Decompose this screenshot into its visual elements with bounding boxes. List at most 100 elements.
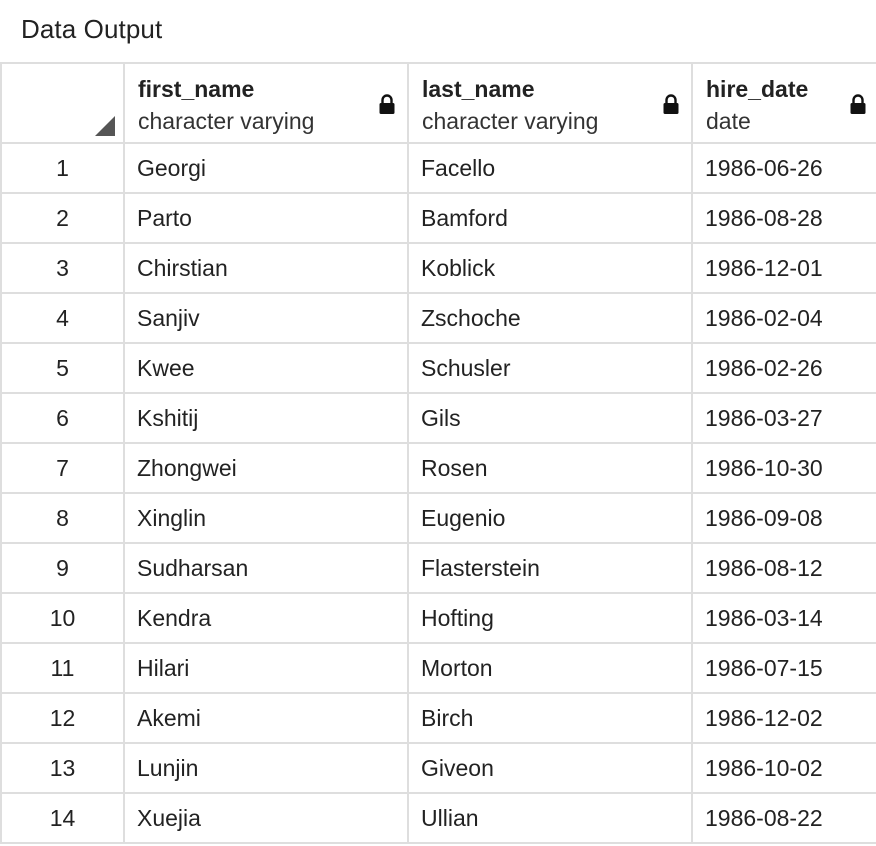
cell-last-name[interactable]: Koblick: [407, 242, 693, 294]
cell-first-name[interactable]: Kshitij: [123, 392, 409, 444]
cell-first-name[interactable]: Sudharsan: [123, 542, 409, 594]
table-row[interactable]: 9 Sudharsan Flasterstein 1986-08-12: [0, 542, 876, 594]
row-number[interactable]: 10: [0, 592, 125, 644]
table-row[interactable]: 6 Kshitij Gils 1986-03-27: [0, 392, 876, 444]
cell-value: 1986-10-02: [705, 754, 823, 781]
cell-value: 1986-07-15: [705, 654, 823, 681]
table-row[interactable]: 12 Akemi Birch 1986-12-02: [0, 692, 876, 744]
cell-last-name[interactable]: Morton: [407, 642, 693, 694]
cell-value: 1986-12-02: [705, 704, 823, 731]
table-row[interactable]: 10 Kendra Hofting 1986-03-14: [0, 592, 876, 644]
table-row[interactable]: 7 Zhongwei Rosen 1986-10-30: [0, 442, 876, 494]
table-row[interactable]: 14 Xuejia Ullian 1986-08-22: [0, 792, 876, 844]
cell-first-name[interactable]: Akemi: [123, 692, 409, 744]
cell-first-name[interactable]: Lunjin: [123, 742, 409, 794]
table-row[interactable]: 11 Hilari Morton 1986-07-15: [0, 642, 876, 694]
cell-value: Sanjiv: [137, 304, 200, 331]
row-number[interactable]: 8: [0, 492, 125, 544]
cell-hire-date[interactable]: 1986-12-01: [691, 242, 876, 294]
cell-first-name[interactable]: Parto: [123, 192, 409, 244]
cell-hire-date[interactable]: 1986-02-26: [691, 342, 876, 394]
select-all-corner[interactable]: [0, 62, 125, 144]
table-row[interactable]: 3 Chirstian Koblick 1986-12-01: [0, 242, 876, 294]
cell-first-name[interactable]: Sanjiv: [123, 292, 409, 344]
cell-first-name[interactable]: Georgi: [123, 142, 409, 194]
cell-first-name[interactable]: Hilari: [123, 642, 409, 694]
row-number[interactable]: 1: [0, 142, 125, 194]
cell-value: 1986-06-26: [705, 154, 823, 181]
cell-hire-date[interactable]: 1986-06-26: [691, 142, 876, 194]
cell-first-name[interactable]: Xinglin: [123, 492, 409, 544]
cell-value: Facello: [421, 154, 496, 181]
row-number[interactable]: 11: [0, 642, 125, 694]
cell-hire-date[interactable]: 1986-07-15: [691, 642, 876, 694]
cell-last-name[interactable]: Schusler: [407, 342, 693, 394]
cell-hire-date[interactable]: 1986-08-22: [691, 792, 876, 844]
cell-first-name[interactable]: Xuejia: [123, 792, 409, 844]
header-row: first_name character varying last_name c…: [0, 62, 876, 144]
cell-hire-date[interactable]: 1986-10-02: [691, 742, 876, 794]
cell-last-name[interactable]: Hofting: [407, 592, 693, 644]
cell-hire-date[interactable]: 1986-12-02: [691, 692, 876, 744]
panel-title: Data Output: [21, 14, 163, 44]
cell-value: Eugenio: [421, 504, 506, 531]
row-number[interactable]: 12: [0, 692, 125, 744]
cell-value: 1986-02-04: [705, 304, 823, 331]
cell-value: Kwee: [137, 354, 195, 381]
table-row[interactable]: 4 Sanjiv Zschoche 1986-02-04: [0, 292, 876, 344]
cell-hire-date[interactable]: 1986-09-08: [691, 492, 876, 544]
row-number[interactable]: 9: [0, 542, 125, 594]
cell-last-name[interactable]: Zschoche: [407, 292, 693, 344]
cell-first-name[interactable]: Chirstian: [123, 242, 409, 294]
cell-last-name[interactable]: Ullian: [407, 792, 693, 844]
select-all-corner-icon[interactable]: [95, 116, 115, 136]
table-row[interactable]: 5 Kwee Schusler 1986-02-26: [0, 342, 876, 394]
cell-hire-date[interactable]: 1986-10-30: [691, 442, 876, 494]
cell-last-name[interactable]: Eugenio: [407, 492, 693, 544]
cell-value: Bamford: [421, 204, 508, 231]
column-header-hire-date[interactable]: hire_date date: [691, 62, 876, 144]
cell-last-name[interactable]: Gils: [407, 392, 693, 444]
row-number[interactable]: 2: [0, 192, 125, 244]
cell-hire-date[interactable]: 1986-03-14: [691, 592, 876, 644]
cell-last-name[interactable]: Facello: [407, 142, 693, 194]
cell-hire-date[interactable]: 1986-03-27: [691, 392, 876, 444]
column-header-first-name[interactable]: first_name character varying: [123, 62, 409, 144]
cell-first-name[interactable]: Kwee: [123, 342, 409, 394]
cell-value: Hilari: [137, 654, 190, 681]
cell-value: 1986-12-01: [705, 254, 823, 281]
cell-last-name[interactable]: Birch: [407, 692, 693, 744]
cell-value: Georgi: [137, 154, 207, 181]
cell-hire-date[interactable]: 1986-08-12: [691, 542, 876, 594]
cell-last-name[interactable]: Giveon: [407, 742, 693, 794]
row-number[interactable]: 4: [0, 292, 125, 344]
cell-last-name[interactable]: Flasterstein: [407, 542, 693, 594]
cell-value: Zhongwei: [137, 454, 237, 481]
cell-last-name[interactable]: Bamford: [407, 192, 693, 244]
row-number[interactable]: 13: [0, 742, 125, 794]
cell-value: Ullian: [421, 804, 479, 831]
table-row[interactable]: 8 Xinglin Eugenio 1986-09-08: [0, 492, 876, 544]
column-name: first_name: [138, 76, 255, 102]
results-grid: first_name character varying last_name c…: [0, 62, 876, 844]
row-number[interactable]: 6: [0, 392, 125, 444]
cell-value: 1986-08-28: [705, 204, 823, 231]
row-number[interactable]: 5: [0, 342, 125, 394]
cell-value: Gils: [421, 404, 461, 431]
cell-last-name[interactable]: Rosen: [407, 442, 693, 494]
table-row[interactable]: 1 Georgi Facello 1986-06-26: [0, 142, 876, 194]
table-row[interactable]: 13 Lunjin Giveon 1986-10-02: [0, 742, 876, 794]
cell-value: Chirstian: [137, 254, 228, 281]
cell-hire-date[interactable]: 1986-02-04: [691, 292, 876, 344]
cell-value: Flasterstein: [421, 554, 540, 581]
cell-hire-date[interactable]: 1986-08-28: [691, 192, 876, 244]
cell-first-name[interactable]: Kendra: [123, 592, 409, 644]
table-row[interactable]: 2 Parto Bamford 1986-08-28: [0, 192, 876, 244]
row-number[interactable]: 14: [0, 792, 125, 844]
cell-first-name[interactable]: Zhongwei: [123, 442, 409, 494]
row-number[interactable]: 3: [0, 242, 125, 294]
column-type: date: [706, 108, 751, 134]
row-number[interactable]: 7: [0, 442, 125, 494]
cell-value: Xinglin: [137, 504, 207, 531]
column-header-last-name[interactable]: last_name character varying: [407, 62, 693, 144]
